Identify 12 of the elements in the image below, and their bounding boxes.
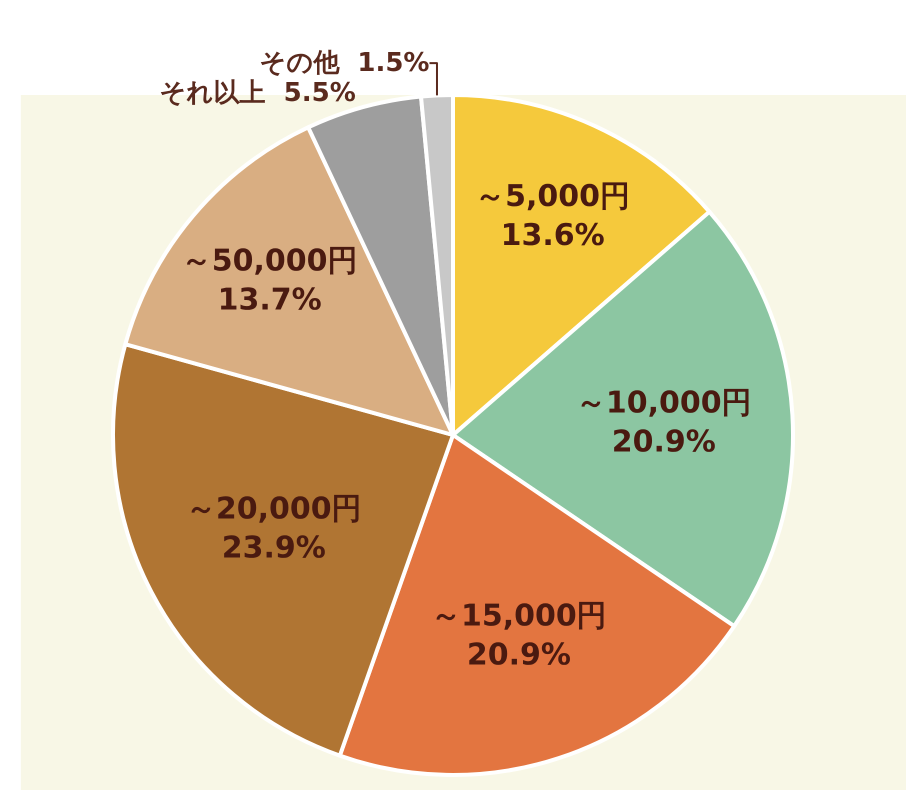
slice-label: ～10,000円: [576, 385, 752, 420]
slice-label: ～15,000円: [430, 598, 607, 634]
data-label: 20.9%: [466, 638, 571, 673]
slice-label: ～20,000円: [186, 491, 362, 526]
slice-label: ～50,000円: [182, 243, 358, 278]
data-label: 13.7%: [218, 282, 322, 318]
slice-label: それ以上 5.5%: [160, 78, 356, 108]
slice-label: その他 1.5%: [259, 48, 430, 78]
slice-label: ～5,000円: [475, 179, 630, 214]
data-label: 20.9%: [612, 424, 716, 460]
data-label: 23.9%: [222, 530, 326, 566]
data-label: 13.6%: [500, 218, 605, 254]
